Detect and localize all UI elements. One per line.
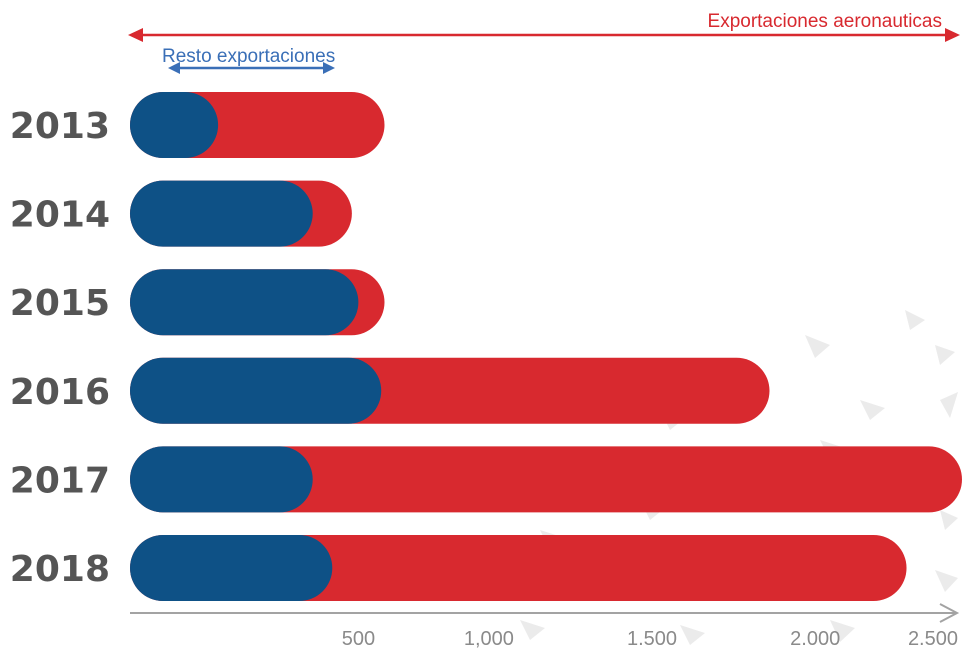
decor-triangle bbox=[940, 392, 958, 418]
decor-triangle bbox=[680, 625, 705, 645]
decor-triangle bbox=[830, 620, 855, 642]
bar-resto-2018 bbox=[130, 535, 333, 601]
x-tick-label: 2.000 bbox=[790, 628, 840, 650]
x-tick-label: 1.500 bbox=[627, 628, 677, 650]
year-label-2017: 2017 bbox=[10, 460, 110, 501]
bar-resto-2016 bbox=[130, 357, 382, 424]
bar-aero-2017 bbox=[130, 446, 962, 513]
bar-resto-2015 bbox=[130, 269, 359, 336]
aero-arrow-left-head bbox=[128, 28, 143, 42]
year-label-2016: 2016 bbox=[10, 372, 110, 413]
year-label-2013: 2013 bbox=[10, 106, 110, 147]
x-tick-labels: 500 1,000 1.500 2.000 2.500 bbox=[342, 628, 958, 650]
bar-resto-2017 bbox=[130, 446, 313, 513]
year-label-2018: 2018 bbox=[10, 549, 110, 590]
decor-triangle bbox=[935, 345, 955, 365]
x-tick-label: 500 bbox=[342, 628, 375, 650]
legend-label-resto: Resto exportaciones bbox=[162, 46, 335, 67]
decor-triangle bbox=[935, 570, 958, 592]
year-label-2014: 2014 bbox=[10, 195, 110, 236]
resto-arrow-right-head bbox=[323, 62, 335, 74]
bar-resto-2013 bbox=[130, 92, 219, 158]
bars bbox=[130, 92, 962, 601]
legend-exportaciones-aeronauticas: Exportaciones aeronauticas bbox=[128, 11, 960, 42]
decor-triangle bbox=[520, 620, 545, 640]
resto-arrow-left-head bbox=[168, 62, 180, 74]
bar-resto-2014 bbox=[130, 180, 313, 247]
x-tick-label: 1,000 bbox=[464, 628, 514, 650]
year-label-2015: 2015 bbox=[10, 283, 110, 324]
decor-triangle bbox=[905, 310, 925, 330]
decor-triangle bbox=[805, 335, 830, 358]
x-axis-arrow-head bbox=[939, 603, 960, 623]
x-tick-label: 2.500 bbox=[908, 628, 958, 650]
x-axis bbox=[130, 603, 960, 623]
decor-triangle bbox=[860, 400, 885, 420]
legend-resto-exportaciones: Resto exportaciones bbox=[162, 46, 335, 74]
legend-label-aero: Exportaciones aeronauticas bbox=[708, 11, 942, 32]
aero-arrow-right-head bbox=[945, 28, 960, 42]
decor-triangle bbox=[940, 510, 958, 530]
year-labels: 2013 2014 2015 2016 2017 2018 bbox=[10, 106, 110, 590]
